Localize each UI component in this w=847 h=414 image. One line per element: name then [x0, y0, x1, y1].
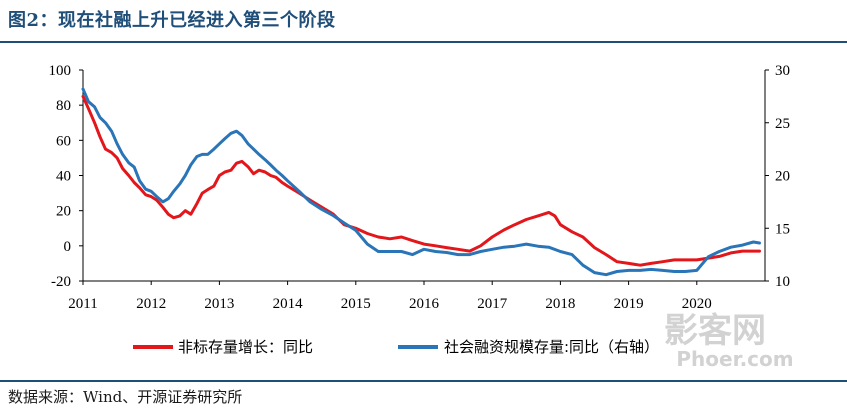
y-tick-label: 40: [56, 169, 71, 185]
y-tick-label: -20: [51, 274, 71, 290]
watermark-logo: 影客网: [664, 311, 766, 351]
x-tick-label: 2017: [477, 296, 508, 312]
y-tick-label: 20: [56, 204, 71, 220]
legend-label: 社会融资规模存量:同比（右轴）: [444, 338, 659, 356]
y2-tick-label: 25: [775, 116, 790, 132]
y2-tick-label: 15: [775, 221, 790, 237]
x-tick-label: 2014: [273, 296, 304, 312]
series-line-social-financing: [81, 87, 761, 277]
x-tick-label: 2019: [614, 296, 644, 312]
x-tick-label: 2011: [68, 296, 97, 312]
x-tick-label: 2020: [682, 296, 712, 312]
title-rule: [0, 41, 847, 43]
footer-rule: [0, 380, 847, 382]
y2-tick-label: 10: [775, 274, 790, 290]
x-tick-label: 2015: [341, 296, 371, 312]
series-line-nonstandard: [81, 94, 761, 267]
watermark-site: Phoer.com: [676, 347, 793, 371]
x-tick-label: 2013: [204, 296, 234, 312]
source-note: 数据来源：Wind、开源证券研究所: [8, 388, 243, 406]
x-tick-label: 2012: [136, 296, 166, 312]
figure-title: 图2：现在社融上升已经进入第三个阶段: [8, 10, 336, 31]
y-tick-label: 60: [56, 133, 71, 149]
y-tick-label: 100: [49, 63, 72, 79]
legend-label: 非标存量增长：同比: [178, 338, 313, 356]
x-tick-label: 2016: [409, 296, 440, 312]
x-tick-label: 2018: [545, 296, 575, 312]
y2-tick-label: 20: [775, 169, 790, 185]
y-tick-label: 80: [56, 98, 71, 114]
y2-tick-label: 30: [775, 63, 790, 79]
y-tick-label: 0: [64, 239, 72, 255]
